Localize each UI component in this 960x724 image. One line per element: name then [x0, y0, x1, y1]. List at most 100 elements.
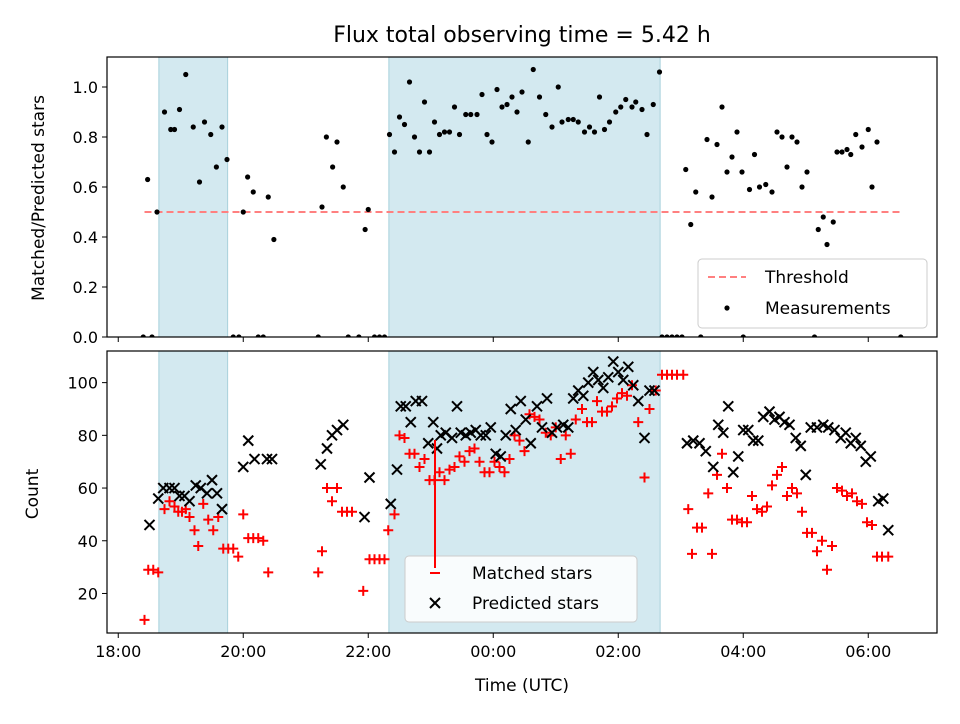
- measurement-point: [514, 109, 520, 115]
- measurement-point: [319, 204, 325, 210]
- matched-stars-point: [817, 535, 827, 546]
- predicted-stars-point: [855, 440, 867, 452]
- matched-stars-point: [782, 490, 792, 501]
- predicted-stars-point: [266, 453, 278, 465]
- measurement-point: [774, 129, 780, 135]
- matched-stars-point: [792, 488, 802, 499]
- measurement-point: [479, 91, 485, 98]
- measurement-point: [693, 189, 699, 195]
- measurement-point: [376, 334, 383, 337]
- matched-stars-point: [633, 417, 644, 428]
- measurement-point: [719, 104, 725, 110]
- predicted-stars-point: [587, 366, 599, 378]
- predicted-stars-point: [451, 400, 463, 413]
- measurement-point: [555, 84, 561, 90]
- measurement-point: [679, 334, 685, 337]
- predicted-stars-point: [877, 492, 889, 505]
- measurement-point: [236, 334, 242, 337]
- predicted-stars-point: [627, 379, 639, 391]
- matched-stars-point: [717, 448, 727, 459]
- measurement-point: [340, 184, 346, 190]
- measurement-point: [411, 134, 418, 140]
- measurement-point: [853, 131, 859, 138]
- measurement-point: [543, 111, 549, 118]
- x-axis-label: Time (UTC): [474, 676, 569, 696]
- measurement-point: [323, 134, 329, 140]
- measurement-point: [596, 94, 603, 100]
- matched-stars-point: [747, 490, 757, 501]
- matched-stars-point: [322, 483, 332, 494]
- measurement-point: [224, 156, 230, 163]
- axes-frame: [106, 56, 938, 338]
- matched-stars-point: [534, 414, 545, 425]
- measurement-point: [463, 111, 469, 118]
- matched-stars-point: [153, 567, 164, 578]
- matched-stars-point: [560, 430, 571, 441]
- predicted-stars-point: [717, 426, 729, 439]
- measurement-point: [565, 116, 571, 123]
- measurement-point: [581, 129, 588, 135]
- matched-stars-point: [484, 467, 495, 478]
- measurement-point: [230, 334, 236, 337]
- matched-stars-point: [419, 454, 430, 465]
- predicted-stars-point: [681, 437, 693, 449]
- measurement-point: [834, 149, 840, 155]
- measurement-point: [549, 124, 555, 130]
- predicted-stars-point: [747, 434, 759, 447]
- measurement-point: [815, 226, 821, 233]
- measurement-point: [865, 126, 871, 133]
- predicted-stars-point: [485, 421, 497, 434]
- y-tick-label: 0.0: [73, 328, 98, 347]
- predicted-stars-point: [143, 519, 156, 531]
- matched-stars-point: [164, 496, 175, 507]
- matched-stars-point: [519, 446, 530, 457]
- measurement-point: [168, 126, 174, 133]
- matched-stars-point: [570, 414, 581, 425]
- measurement-point: [365, 206, 371, 213]
- x-tick-label: 20:00: [220, 642, 266, 661]
- shaded-interval: [158, 56, 229, 338]
- matched-stars-point: [169, 501, 180, 512]
- matched-stars-point: [208, 525, 219, 536]
- matched-stars-point: [313, 567, 324, 578]
- measurement-point: [848, 151, 854, 158]
- matched-stars-point: [697, 522, 707, 533]
- legend-measurements-label: Measurements: [765, 299, 891, 319]
- legend-threshold-label: Threshold: [764, 268, 849, 288]
- measurement-point: [724, 169, 730, 175]
- matched-stars-point: [883, 551, 894, 562]
- matched-stars-point: [602, 406, 612, 417]
- predicted-stars-point: [828, 424, 841, 436]
- measurement-point: [509, 94, 515, 100]
- predicted-stars-point: [800, 469, 812, 481]
- measurement-point: [391, 149, 398, 155]
- predicted-stars-point: [385, 498, 397, 510]
- predicted-stars-point: [643, 384, 656, 397]
- matched-stars-point: [347, 506, 357, 517]
- top-y-axis-label: Matched/Predicted stars: [29, 95, 49, 301]
- matched-stars-point: [494, 461, 505, 472]
- measurement-point: [386, 131, 393, 138]
- predicted-stars-point: [707, 461, 719, 473]
- matched-stars-point: [454, 451, 465, 462]
- matched-stars-point: [847, 488, 857, 499]
- y-tick-label: 20: [78, 584, 98, 603]
- matched-stars-point: [184, 512, 195, 523]
- measurement-point: [451, 104, 458, 110]
- x-tick-label: 04:00: [720, 642, 766, 661]
- predicted-stars-point: [790, 432, 802, 444]
- matched-stars-point: [504, 454, 515, 465]
- matched-stars-point: [857, 498, 867, 509]
- matched-stars-point: [389, 509, 400, 520]
- matched-stars-point: [577, 403, 587, 414]
- x-tick-label: 22:00: [345, 642, 391, 661]
- predicted-stars-point: [783, 419, 796, 431]
- predicted-stars-point: [742, 424, 754, 436]
- predicted-stars-point: [201, 487, 213, 500]
- predicted-stars-point: [648, 384, 661, 397]
- predicted-stars-point: [183, 495, 196, 507]
- y-tick-label: 40: [78, 532, 98, 551]
- measurement-point: [245, 174, 251, 180]
- matched-stars-point: [489, 456, 500, 467]
- predicted-stars-point: [700, 445, 712, 457]
